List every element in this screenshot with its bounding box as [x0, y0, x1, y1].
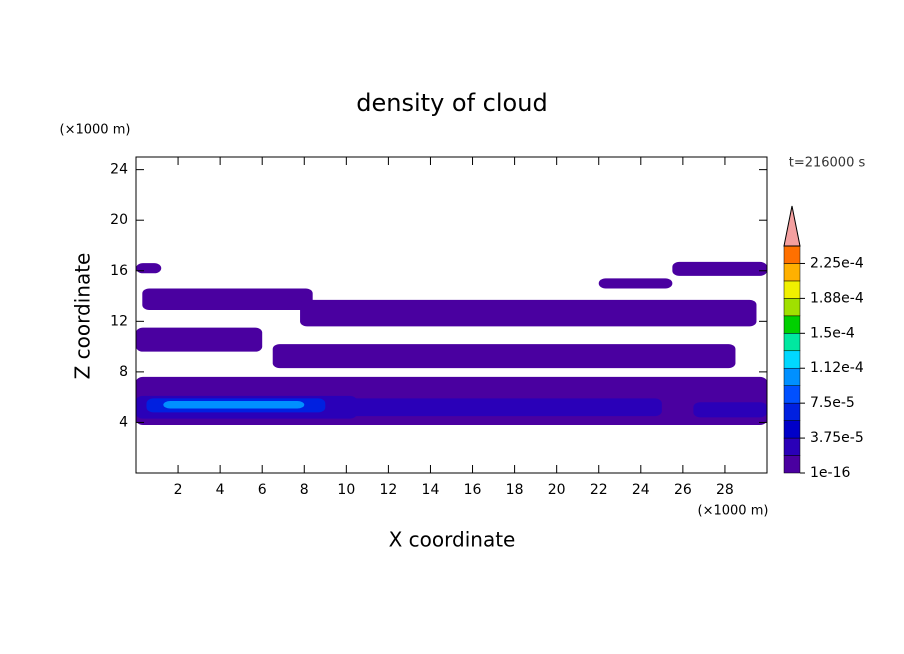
- colorbar-box: [783, 350, 801, 369]
- contour-region: [136, 263, 162, 274]
- colorbar-box: [783, 367, 801, 386]
- x-tick-label: 8: [300, 482, 309, 498]
- plot-frame: [135, 156, 768, 474]
- colorbar-box: [783, 455, 801, 474]
- colorbar-box: [783, 315, 801, 334]
- chart-title: density of cloud: [356, 89, 547, 117]
- y-axis-label: Z coordinate: [71, 253, 95, 380]
- y-tick-label: 8: [119, 364, 128, 380]
- contour-region: [142, 288, 313, 310]
- colorbar-box: [783, 263, 801, 282]
- contour-region: [163, 400, 305, 409]
- y-unit: (×1000 m): [60, 123, 131, 138]
- x-axis-label: X coordinate: [389, 528, 516, 552]
- x-tick-label: 10: [337, 482, 355, 498]
- contour-region: [672, 261, 767, 276]
- colorbar-label: 2.25e-4: [810, 255, 864, 271]
- y-tick-label: 16: [110, 263, 128, 279]
- x-tick-label: 14: [422, 482, 440, 498]
- colorbar-label: 1e-16: [810, 465, 850, 481]
- x-tick-label: 20: [548, 482, 566, 498]
- contour-region: [693, 402, 767, 418]
- contour-region: [598, 278, 673, 289]
- colorbar-label: 1.88e-4: [810, 290, 864, 306]
- time-annotation: t=216000 s: [789, 156, 866, 171]
- contour-region: [136, 327, 263, 352]
- colorbar-label: 3.75e-5: [810, 430, 864, 446]
- colorbar-box: [783, 437, 801, 456]
- colorbar-box: [783, 402, 801, 421]
- x-tick-label: 6: [258, 482, 267, 498]
- x-tick-label: 22: [590, 482, 608, 498]
- colorbar-box: [783, 280, 801, 299]
- x-tick-label: 4: [216, 482, 225, 498]
- y-tick-label: 20: [110, 212, 128, 228]
- x-tick-label: 26: [674, 482, 692, 498]
- colorbar-label: 7.5e-5: [810, 395, 855, 411]
- contour-region: [346, 398, 662, 417]
- x-unit: (×1000 m): [698, 504, 769, 519]
- y-tick-label: 4: [119, 414, 128, 430]
- x-tick-label: 16: [464, 482, 482, 498]
- x-tick-label: 2: [174, 482, 183, 498]
- x-tick-label: 18: [506, 482, 524, 498]
- colorbar-box: [783, 420, 801, 439]
- colorbar-box: [783, 245, 801, 264]
- y-tick-label: 24: [110, 162, 128, 178]
- colorbar-box: [783, 333, 801, 352]
- x-tick-label: 12: [379, 482, 397, 498]
- colorbar-box: [783, 298, 801, 317]
- contour-region: [272, 344, 736, 369]
- y-tick-label: 12: [110, 313, 128, 329]
- x-tick-label: 28: [716, 482, 734, 498]
- colorbar-label: 1.12e-4: [810, 360, 864, 376]
- x-tick-label: 24: [632, 482, 650, 498]
- colorbar-extension: [783, 205, 801, 247]
- colorbar-box: [783, 385, 801, 404]
- colorbar-label: 1.5e-4: [810, 325, 855, 341]
- contour-region: [300, 299, 757, 327]
